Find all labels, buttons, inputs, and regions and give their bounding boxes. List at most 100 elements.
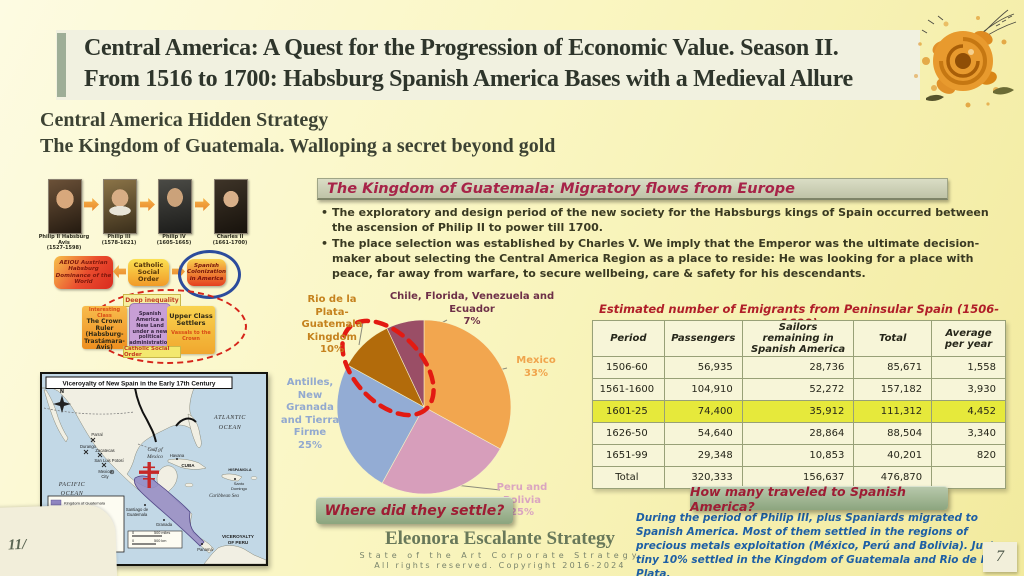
svg-text:ATLANTIC: ATLANTIC — [213, 415, 246, 421]
habsburg-kings-timeline: Philip II Habsburg Avis (1527-1598) Phil… — [39, 179, 263, 251]
bullet-item: • The exploratory and design period of t… — [321, 205, 1011, 235]
svg-text:0: 0 — [132, 539, 134, 543]
col-header: Passengers — [663, 320, 743, 357]
cell: 4,452 — [931, 400, 1006, 423]
red-dashed-highlight — [340, 318, 436, 418]
portrait-caption: Charles II (1661-1700) — [212, 234, 248, 246]
svg-text:Parral: Parral — [91, 432, 102, 437]
svg-text:500 km: 500 km — [154, 539, 166, 543]
table-row: 1561-1600 104,910 52,272 157,182 3,930 — [592, 378, 1006, 401]
cell: 85,671 — [853, 356, 933, 379]
bullet-item: • The place selection was established by… — [321, 236, 1011, 281]
cell: 88,504 — [853, 422, 933, 445]
svg-text:PACIFIC: PACIFIC — [58, 482, 86, 488]
question-box-traveled: How many traveled to Spanish America? — [690, 484, 948, 514]
pie-slice-peru-bolivia — [381, 406, 501, 495]
portrait-caption: Philip IV (1605-1665) — [156, 234, 192, 246]
cell: 1,558 — [931, 356, 1006, 379]
svg-text:Domingo: Domingo — [231, 486, 248, 491]
capital-icon — [109, 469, 115, 475]
portrait-philip-iii — [103, 179, 137, 234]
svg-text:Viceroyalty of New Spain in th: Viceroyalty of New Spain in the Early 17… — [63, 380, 216, 387]
portrait-caption: Philip II Habsburg Avis (1527-1598) — [38, 234, 90, 252]
svg-text:Granada: Granada — [156, 522, 173, 527]
cell: 28,864 — [741, 422, 855, 445]
svg-text:N: N — [60, 389, 64, 395]
section-header: The Kingdom of Guatemala: Migratory flow… — [317, 178, 948, 200]
portrait-charles-ii — [214, 179, 248, 234]
cell: 74,400 — [663, 400, 743, 423]
cell: Total — [592, 466, 665, 489]
svg-text:CUBA: CUBA — [181, 463, 195, 468]
kingdom-of-guatemala-region — [133, 475, 205, 547]
copyright-text: All rights reserved. Copyright 2016-2024 — [374, 561, 626, 570]
table-row: 1651-99 29,348 10,853 40,201 820 — [592, 444, 1006, 467]
pie-label-chile-florida: Chile, Florida, Venezuela and Ecuador 7% — [389, 291, 555, 327]
pie-label-rio-guatemala: Rio de la Plata- Guatemala Kingdom 10% — [301, 294, 363, 355]
flow-box-catholic-order: Catholic Social Order — [128, 259, 169, 286]
cell: 1506-60 — [592, 356, 665, 379]
cell: 104,910 — [663, 378, 743, 401]
pie-slices — [336, 319, 512, 495]
cell: 10,853 — [741, 444, 855, 467]
table-row: 1506-60 56,935 28,736 85,671 1,558 — [592, 356, 1006, 379]
cell — [931, 466, 1006, 489]
svg-text:VICEROYALTY: VICEROYALTY — [222, 534, 254, 539]
city-dots — [144, 458, 236, 545]
cell: 1601-25 — [592, 400, 665, 423]
cell: 1626-50 — [592, 422, 665, 445]
body-bullets: • The exploratory and design period of t… — [321, 205, 1011, 282]
crown-ruler-subtitle: (Habsburg-Trastámara-Avis) — [84, 331, 125, 352]
settlers-title: Upper Class Settlers — [169, 312, 213, 327]
arrow-right-icon — [84, 198, 99, 211]
svg-text:Zacatecas: Zacatecas — [95, 448, 114, 453]
arrow-right-icon — [195, 198, 210, 211]
new-spain-boundary-line — [134, 387, 197, 443]
question-box-settle: Where did they settle? — [316, 497, 513, 524]
cell: 28,736 — [741, 356, 855, 379]
title-band: Central America: A Quest for the Progres… — [56, 30, 920, 100]
svg-text:Havana: Havana — [170, 453, 185, 458]
arrow-left-icon — [113, 265, 126, 278]
bullet-text: The place selection was established by C… — [332, 237, 980, 280]
svg-text:HISPANIOLA: HISPANIOLA — [228, 468, 251, 472]
svg-text:San Luis Potosí: San Luis Potosí — [94, 458, 124, 463]
pie-label-antilles: Antilles, New Granada and Tierra Firme 2… — [280, 377, 340, 451]
svg-text:City: City — [101, 474, 109, 479]
col-header: Average per year — [931, 320, 1006, 357]
pie-slice-antilles — [336, 364, 425, 484]
cell: 35,912 — [741, 400, 855, 423]
brand-tagline: State of the Art Corporate Strategy — [359, 551, 641, 560]
svg-text:Santiago de: Santiago de — [126, 507, 149, 512]
table-total-row: Total 320,333 156,637 476,870 — [592, 466, 1006, 489]
bullet-text: The exploratory and design period of the… — [332, 206, 989, 234]
bullet-dot: • — [321, 237, 329, 250]
cell: 3,930 — [931, 378, 1006, 401]
cell: 111,312 — [853, 400, 933, 423]
svg-text:Durango: Durango — [80, 444, 97, 449]
svg-text:Mexico: Mexico — [98, 469, 112, 474]
cell: 40,201 — [853, 444, 933, 467]
answer-paragraph: During the period of Philip III, plus Sp… — [636, 512, 1005, 576]
cell: 52,272 — [741, 378, 855, 401]
cell: 1561-1600 — [592, 378, 665, 401]
cell: 3,340 — [931, 422, 1006, 445]
social-order-diagram: Deep inequality Interesting Class The Cr… — [79, 288, 251, 364]
col-header: Sailors remaining in Spanish America — [741, 320, 855, 357]
footer: Eleonora Escalante Strategy State of the… — [300, 528, 700, 570]
table-row-highlighted: 1601-25 74,400 35,912 111,312 4,452 — [592, 400, 1006, 423]
ocean-labels: PACIFIC OCEAN ATLANTIC OCEAN Gulf of Mex… — [58, 415, 246, 499]
table-header-row: Period Passengers Sailors remaining in S… — [592, 320, 1006, 357]
portrait-philip-ii — [48, 179, 82, 234]
col-header: Total — [853, 320, 933, 357]
place-labels: CUBA Havana HISPANIOLA Santo Domingo Mex… — [80, 432, 254, 552]
crown-ruler-box: Interesting Class The Crown Ruler (Habsb… — [82, 306, 127, 352]
svg-text:500 miles: 500 miles — [154, 531, 170, 535]
date-fragment: 11/ — [7, 536, 27, 554]
slide-title: Central America: A Quest for the Progres… — [84, 35, 853, 92]
national-boundaries-dashed — [43, 407, 161, 453]
svg-text:Gulf of: Gulf of — [147, 446, 164, 453]
rose-flower — [926, 30, 1014, 101]
cell: 54,640 — [663, 422, 743, 445]
pie-label-mexico: Mexico 33% — [516, 355, 556, 379]
